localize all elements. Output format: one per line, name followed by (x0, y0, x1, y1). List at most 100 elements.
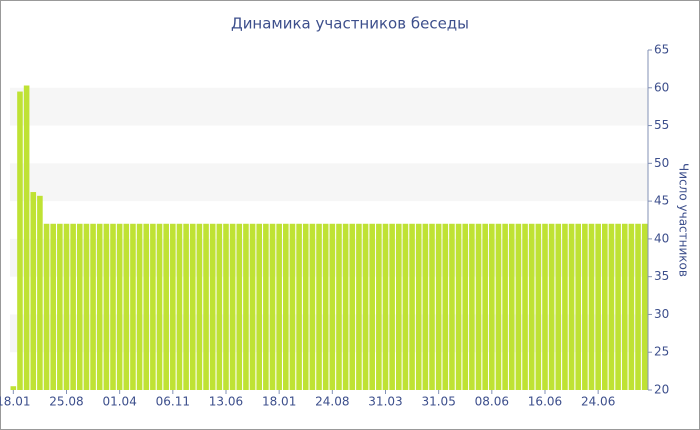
bar (130, 223, 136, 390)
y-tick-label: 55 (654, 118, 669, 132)
bar (442, 223, 449, 390)
bar (562, 223, 568, 390)
bar (43, 223, 50, 390)
x-tick-label: 01.04 (102, 395, 136, 409)
bar (302, 223, 309, 390)
bar (236, 223, 243, 390)
bar (83, 223, 90, 390)
y-tick-label: 35 (654, 269, 669, 283)
x-tick-label: 18.01 (262, 395, 296, 409)
bar (37, 195, 43, 390)
bar (435, 223, 442, 390)
bar (382, 223, 389, 390)
bar (542, 223, 548, 390)
bar (429, 223, 435, 390)
bar (395, 223, 402, 390)
bar (103, 223, 110, 390)
y-tick-label: 25 (654, 345, 669, 359)
bar (176, 223, 183, 390)
bar (376, 223, 382, 390)
bar (156, 223, 163, 390)
x-tick-label: 31.03 (368, 395, 402, 409)
bar (50, 223, 56, 390)
bar (535, 223, 542, 390)
bar (203, 223, 209, 390)
bar (628, 223, 635, 390)
bar (522, 223, 528, 390)
bar (243, 223, 249, 390)
bar (309, 223, 316, 390)
bands (10, 87, 648, 353)
bar (362, 223, 369, 390)
y-axis-label: Число участников (677, 163, 691, 277)
x-tick-label: 18.01 (0, 395, 31, 409)
bar (389, 223, 395, 390)
bar (170, 223, 176, 390)
bar (422, 223, 429, 390)
bar (402, 223, 409, 390)
bar (196, 223, 203, 390)
y-tick-label: 60 (654, 80, 669, 94)
bar (356, 223, 362, 390)
y-tick-label: 20 (654, 383, 669, 397)
grid-band (10, 87, 648, 126)
x-tick-label: 31.05 (421, 395, 455, 409)
bar (568, 223, 575, 390)
bar (163, 223, 169, 390)
bar (329, 223, 336, 390)
bar (508, 223, 515, 390)
x-tick-label: 08.06 (475, 395, 509, 409)
bar (189, 223, 196, 390)
bar (289, 223, 296, 390)
bar (548, 223, 555, 390)
bar (183, 223, 189, 390)
bar (57, 223, 63, 390)
bar (316, 223, 322, 390)
grid-band (10, 238, 648, 277)
bar (528, 223, 535, 390)
bar (10, 386, 17, 390)
bar (635, 223, 641, 390)
bar (462, 223, 469, 390)
bar (116, 223, 123, 390)
x-tick-label: 25.08 (49, 395, 83, 409)
bar (595, 223, 601, 390)
x-tick-label: 06.11 (156, 395, 190, 409)
y-tick-label: 50 (654, 156, 669, 170)
bar (296, 223, 302, 390)
bar (17, 91, 23, 391)
x-tick-label: 24.06 (581, 395, 615, 409)
bar (136, 223, 143, 390)
bar (110, 223, 116, 390)
grid-band (10, 163, 648, 202)
bar (336, 223, 342, 390)
bar (455, 223, 462, 390)
bar (588, 223, 595, 390)
chart-title: Динамика участников беседы (231, 15, 469, 33)
bar (469, 223, 475, 390)
bar (269, 223, 276, 390)
bar (276, 223, 282, 390)
bar (223, 223, 229, 390)
bar (263, 223, 269, 390)
y-tick-label: 45 (654, 194, 669, 208)
bar (349, 223, 356, 390)
bar (482, 223, 488, 390)
y-tick-label: 30 (654, 307, 669, 321)
bar (409, 223, 415, 390)
bar (502, 223, 508, 390)
bar (621, 223, 628, 390)
bar (582, 223, 588, 390)
bar (249, 223, 256, 390)
y-tick-label: 65 (654, 43, 669, 57)
x-tick-label: 13.06 (209, 395, 243, 409)
bar (322, 223, 329, 390)
bar (608, 223, 615, 390)
bar (342, 223, 349, 390)
bar (70, 223, 76, 390)
bar (30, 192, 37, 390)
bar (123, 223, 130, 390)
bar (143, 223, 150, 390)
